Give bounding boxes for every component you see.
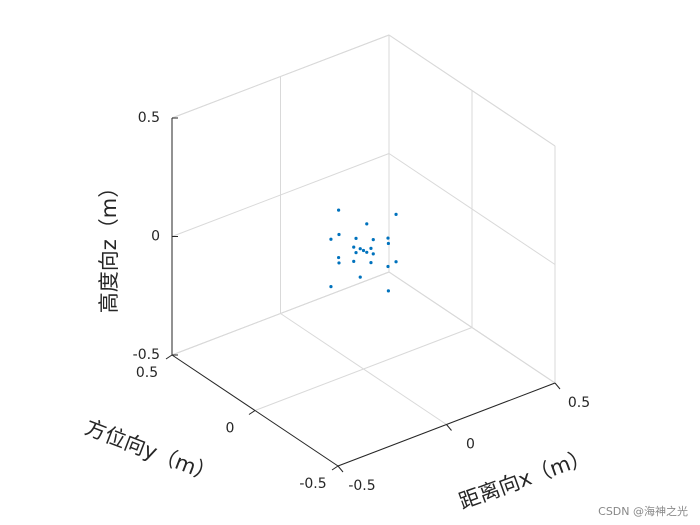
point [369, 246, 373, 250]
x-tick-label: -0.5 [348, 478, 375, 494]
point [371, 238, 375, 242]
x-tick [337, 465, 344, 473]
point [337, 208, 341, 212]
point [386, 241, 390, 246]
x-axis-label: 距离向x（m） [456, 444, 594, 514]
point [354, 236, 358, 240]
y-tick-label: 0 [226, 421, 235, 437]
grid-line [388, 34, 556, 147]
y-tick [248, 410, 256, 415]
x-tick-label: 0.5 [568, 395, 590, 411]
point [337, 255, 341, 260]
x-tick [554, 382, 561, 390]
point [337, 232, 341, 237]
y-axis-label: 方位向y（m） [82, 415, 219, 487]
point [386, 236, 390, 240]
z-axis-label: 高度向z（m） [97, 177, 121, 313]
point [354, 251, 358, 255]
grid-line [388, 271, 556, 384]
point [329, 237, 333, 241]
z-tick-label: 0 [151, 229, 160, 245]
point [358, 247, 362, 251]
point [365, 250, 369, 254]
z-tick-label: -0.5 [133, 347, 160, 363]
point [369, 261, 373, 265]
point [386, 264, 390, 269]
point [352, 259, 356, 263]
y-tick [331, 465, 339, 471]
point [365, 222, 369, 226]
point [394, 260, 398, 264]
y-tick-label: -0.5 [299, 476, 326, 492]
x-tick-label: 0 [466, 437, 475, 453]
point [352, 245, 356, 249]
point [361, 248, 366, 253]
y-tick-label: 0.5 [136, 365, 158, 381]
point [371, 252, 375, 256]
point [337, 261, 341, 265]
grid-line [388, 153, 556, 265]
point [358, 275, 362, 279]
grid-line [171, 153, 390, 237]
point [394, 212, 398, 216]
grid-line [254, 327, 473, 411]
watermark: CSDN @海神之光 [598, 504, 688, 518]
x-tick [446, 424, 452, 431]
y-tick [165, 354, 173, 360]
grid-line [171, 271, 390, 356]
point [329, 285, 333, 289]
point [386, 289, 390, 293]
z-tick-label: 0.5 [138, 110, 160, 126]
grid-line [171, 34, 390, 119]
